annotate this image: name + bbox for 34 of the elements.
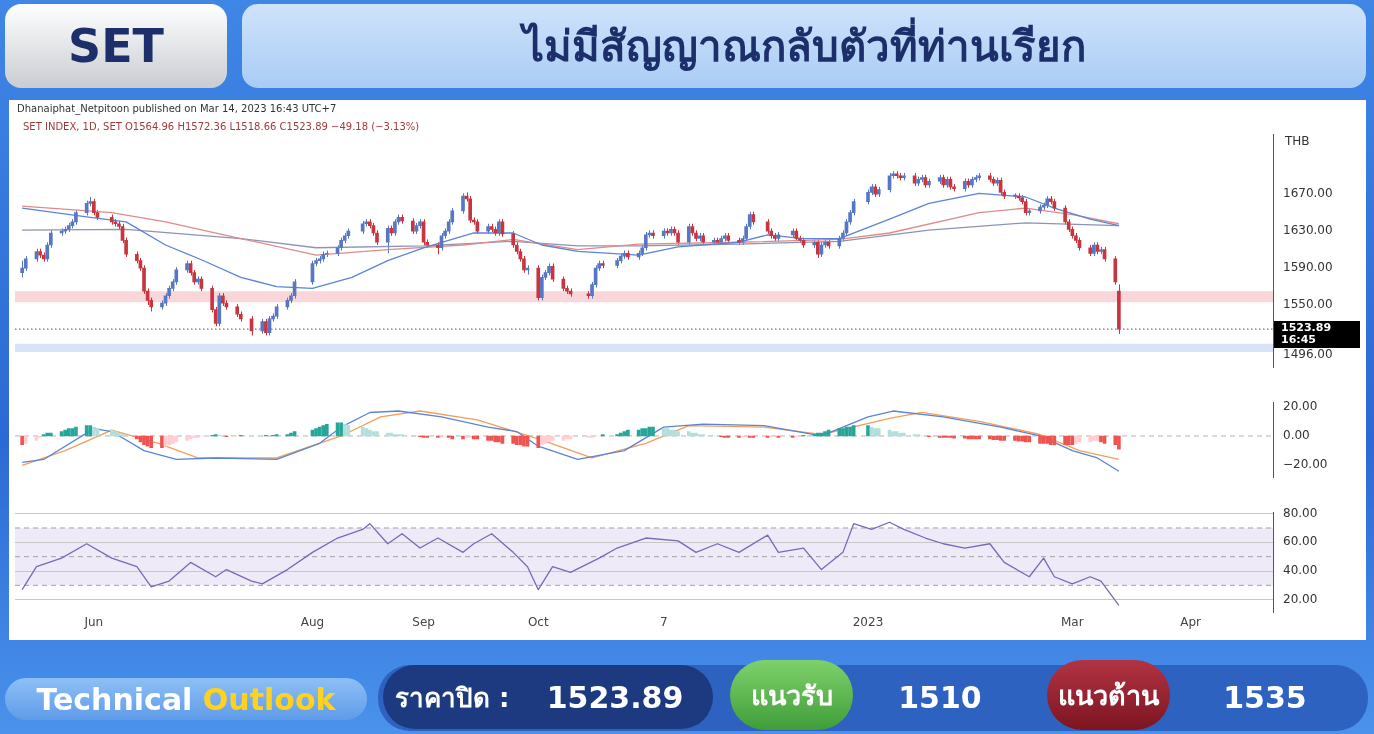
text: 1510 bbox=[898, 679, 982, 715]
text: แนวรับ bbox=[750, 678, 833, 713]
x-tick-label: 2023 bbox=[852, 614, 884, 629]
y-tick-label: 1590.00 bbox=[1283, 260, 1333, 275]
y-tick-label: 0.00 bbox=[1283, 428, 1310, 443]
x-tick-label: Aug bbox=[300, 614, 325, 629]
y-tick-label: 80.00 bbox=[1283, 505, 1318, 520]
x-tick-label: Mar bbox=[1060, 614, 1084, 629]
text: SET bbox=[5, 4, 227, 88]
chart-subtitle: SET INDEX, 1D, SET O1564.96 H1572.36 L1518.66 C1523.89 −49.18 (−3.13%) bbox=[23, 121, 420, 132]
y-tick-label: 1670.00 bbox=[1283, 186, 1333, 201]
x-tick-label: Apr bbox=[1180, 614, 1202, 629]
text: แนวต้าน bbox=[1058, 678, 1159, 713]
x-tick-label: 7 bbox=[659, 614, 668, 629]
text: 16:45 bbox=[1281, 332, 1317, 346]
text: Dhanaiphat_Netpitoon published on Mar 14, 2023 16:43 UTC+7 bbox=[17, 103, 337, 114]
text: ไม่มีสัญญาณกลับตัวที่ท่านเรียก bbox=[242, 4, 1366, 88]
text: 1535 bbox=[1223, 679, 1307, 715]
y-tick-label: 20.00 bbox=[1283, 591, 1318, 606]
text: Technical Outlook bbox=[36, 681, 336, 717]
text: 1523.89 bbox=[546, 679, 684, 715]
ref-line-label: 1523.89 bbox=[1281, 320, 1332, 334]
y-tick-label: 60.00 bbox=[1283, 534, 1318, 549]
y-tick-label: 1496.00 bbox=[1283, 347, 1333, 361]
x-tick-label: Oct bbox=[527, 614, 549, 629]
text: ราคาปิด : bbox=[395, 681, 510, 715]
y-tick-label: 1630.00 bbox=[1283, 223, 1333, 238]
y-tick-label: 40.00 bbox=[1283, 563, 1318, 578]
x-tick-label: Jun bbox=[83, 614, 104, 629]
y-axis-title: THB bbox=[1284, 134, 1310, 149]
y-tick-label: 20.00 bbox=[1283, 398, 1318, 413]
y-tick-label: −20.00 bbox=[1283, 457, 1328, 472]
x-tick-label: Sep bbox=[412, 614, 435, 629]
y-tick-label: 1550.00 bbox=[1283, 297, 1333, 312]
